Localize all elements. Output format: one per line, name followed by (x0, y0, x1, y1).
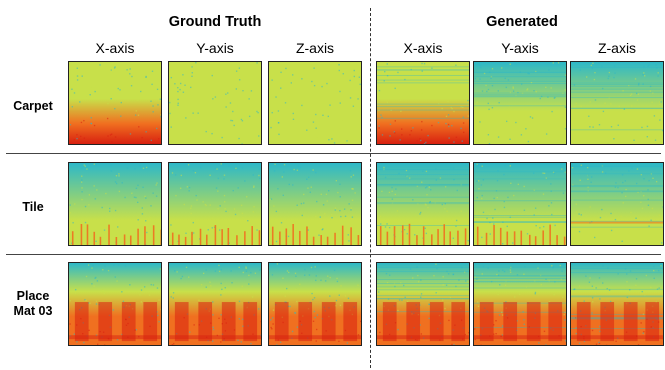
spectrogram-place-mat-03-ground-truth-x-axis (68, 262, 162, 346)
spectrogram-carpet-ground-truth-x-axis (68, 61, 162, 145)
spectrogram-carpet-generated-z-axis (570, 61, 664, 145)
row-divider-1 (6, 153, 661, 154)
gen-y-axis-label: Y-axis (501, 40, 539, 56)
row-label-tile: Tile (22, 200, 44, 214)
spectrogram-tile-generated-z-axis (570, 162, 664, 246)
spectrogram-place-mat-03-ground-truth-z-axis (268, 262, 362, 346)
gt-y-axis-label: Y-axis (196, 40, 234, 56)
gen-x-axis-label: X-axis (403, 40, 443, 56)
center-dashed-divider (370, 8, 371, 368)
row-divider-2 (6, 254, 661, 255)
spectrogram-tile-ground-truth-y-axis (168, 162, 262, 246)
spectrogram-place-mat-03-generated-z-axis (570, 262, 664, 346)
spectrogram-carpet-ground-truth-y-axis (168, 61, 262, 145)
row-label-place-mat: Place Mat 03 (13, 289, 53, 318)
spectrogram-tile-ground-truth-z-axis (268, 162, 362, 246)
gt-x-axis-label: X-axis (95, 40, 135, 56)
spectrogram-place-mat-03-generated-x-axis (376, 262, 470, 346)
spectrogram-tile-generated-x-axis (376, 162, 470, 246)
spectrogram-carpet-generated-y-axis (473, 61, 567, 145)
spectrogram-tile-ground-truth-x-axis (68, 162, 162, 246)
spectrogram-place-mat-03-ground-truth-y-axis (168, 262, 262, 346)
spectrogram-place-mat-03-generated-y-axis (473, 262, 567, 346)
spectrogram-carpet-ground-truth-z-axis (268, 61, 362, 145)
row-label-carpet: Carpet (13, 99, 53, 113)
spectrogram-tile-generated-y-axis (473, 162, 567, 246)
ground-truth-header: Ground Truth (168, 14, 262, 30)
spectrogram-carpet-generated-x-axis (376, 61, 470, 145)
gt-z-axis-label: Z-axis (295, 40, 335, 56)
generated-header: Generated (486, 14, 558, 30)
gen-z-axis-label: Z-axis (597, 40, 637, 56)
